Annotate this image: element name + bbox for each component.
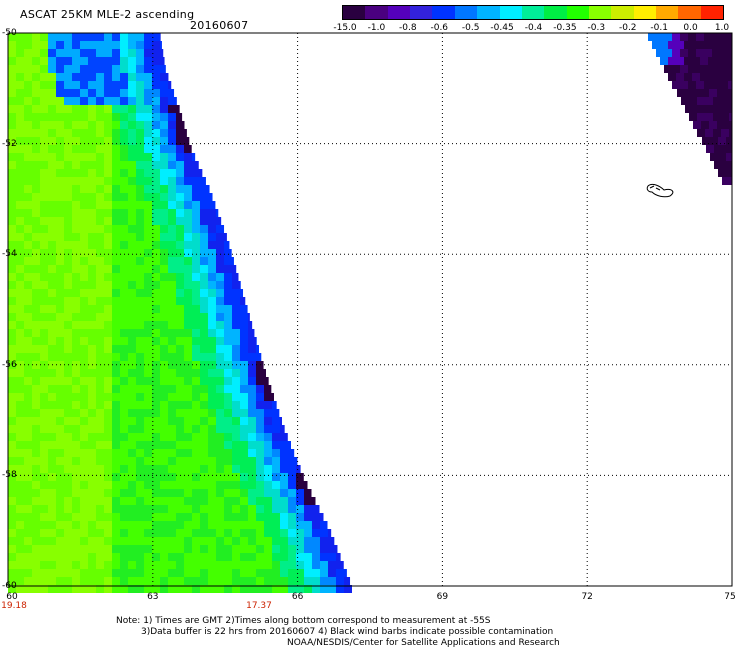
colorbar-segment [387,6,411,19]
colorbar-segment [544,6,567,19]
colorbar-segment [700,6,724,19]
colorbar-tick-label: -0.3 [587,23,606,33]
colorbar-tick-label: 1.0 [714,23,730,33]
time-label: 19.18 [1,601,27,611]
latitude-label: -56 [2,359,17,370]
colorbar-segment [365,6,388,19]
colorbar-segment [588,6,612,19]
colorbar-tick-label: -0.5 [461,23,480,33]
latitude-label: -50 [2,28,17,38]
colorbar-segment [521,6,545,19]
latitude-label: -54 [2,249,17,260]
colorbar-segment [454,6,478,19]
latitude-label: -52 [2,138,17,149]
longitude-label: 60 [6,592,18,602]
colorbar-tick-label: -0.45 [490,23,514,33]
time-label: 17.37 [246,601,272,611]
colorbar-segment [611,6,634,19]
graticule [8,33,732,586]
longitude-label: 66 [291,592,304,602]
colorbar-tick-label: 0.0 [683,23,698,33]
colorbar-segment [477,6,500,19]
colorbar-tick-label: -0.35 [553,23,577,33]
coastline-island [646,183,674,198]
longitude-label: 63 [147,592,159,602]
swath-left [8,33,352,593]
colorbar-segment [499,6,522,19]
colorbar-tick-label: -1.0 [367,23,386,33]
note-line-2: 3)Data buffer is 22 hrs from 20160607 4)… [141,627,554,637]
colorbar-tick-label: -0.6 [430,23,449,33]
colorbar-tick-label: -15.0 [333,23,357,33]
colorbar-segment [410,6,433,19]
longitude-label: 69 [436,592,449,602]
map-title: ASCAT 25KM MLE-2 ascending [20,8,195,21]
colorbar-segment [678,6,701,19]
colorbar-tick-label: -0.8 [399,23,417,33]
colorbar [342,5,724,20]
longitude-label: 72 [581,592,593,602]
colorbar-segment [343,6,366,19]
plot-frame [7,32,733,587]
latitude-label: -60 [2,581,17,591]
note-line-3: NOAA/NESDIS/Center for Satellite Applica… [287,638,560,648]
map-date: 20160607 [190,19,249,32]
colorbar-tick-label: -0.2 [618,23,637,33]
colorbar-segment [656,6,679,19]
note-line-1: Note: 1) Times are GMT 2)Times along bot… [116,616,491,626]
colorbar-tick-label: -0.4 [524,23,543,33]
colorbar-segment [432,6,455,19]
colorbar-segment [633,6,657,19]
colorbar-segment [566,6,589,19]
longitude-label: 75 [724,592,736,602]
swath-right [648,33,732,185]
latitude-label: -58 [2,470,17,481]
colorbar-tick-label: -0.1 [650,23,668,33]
